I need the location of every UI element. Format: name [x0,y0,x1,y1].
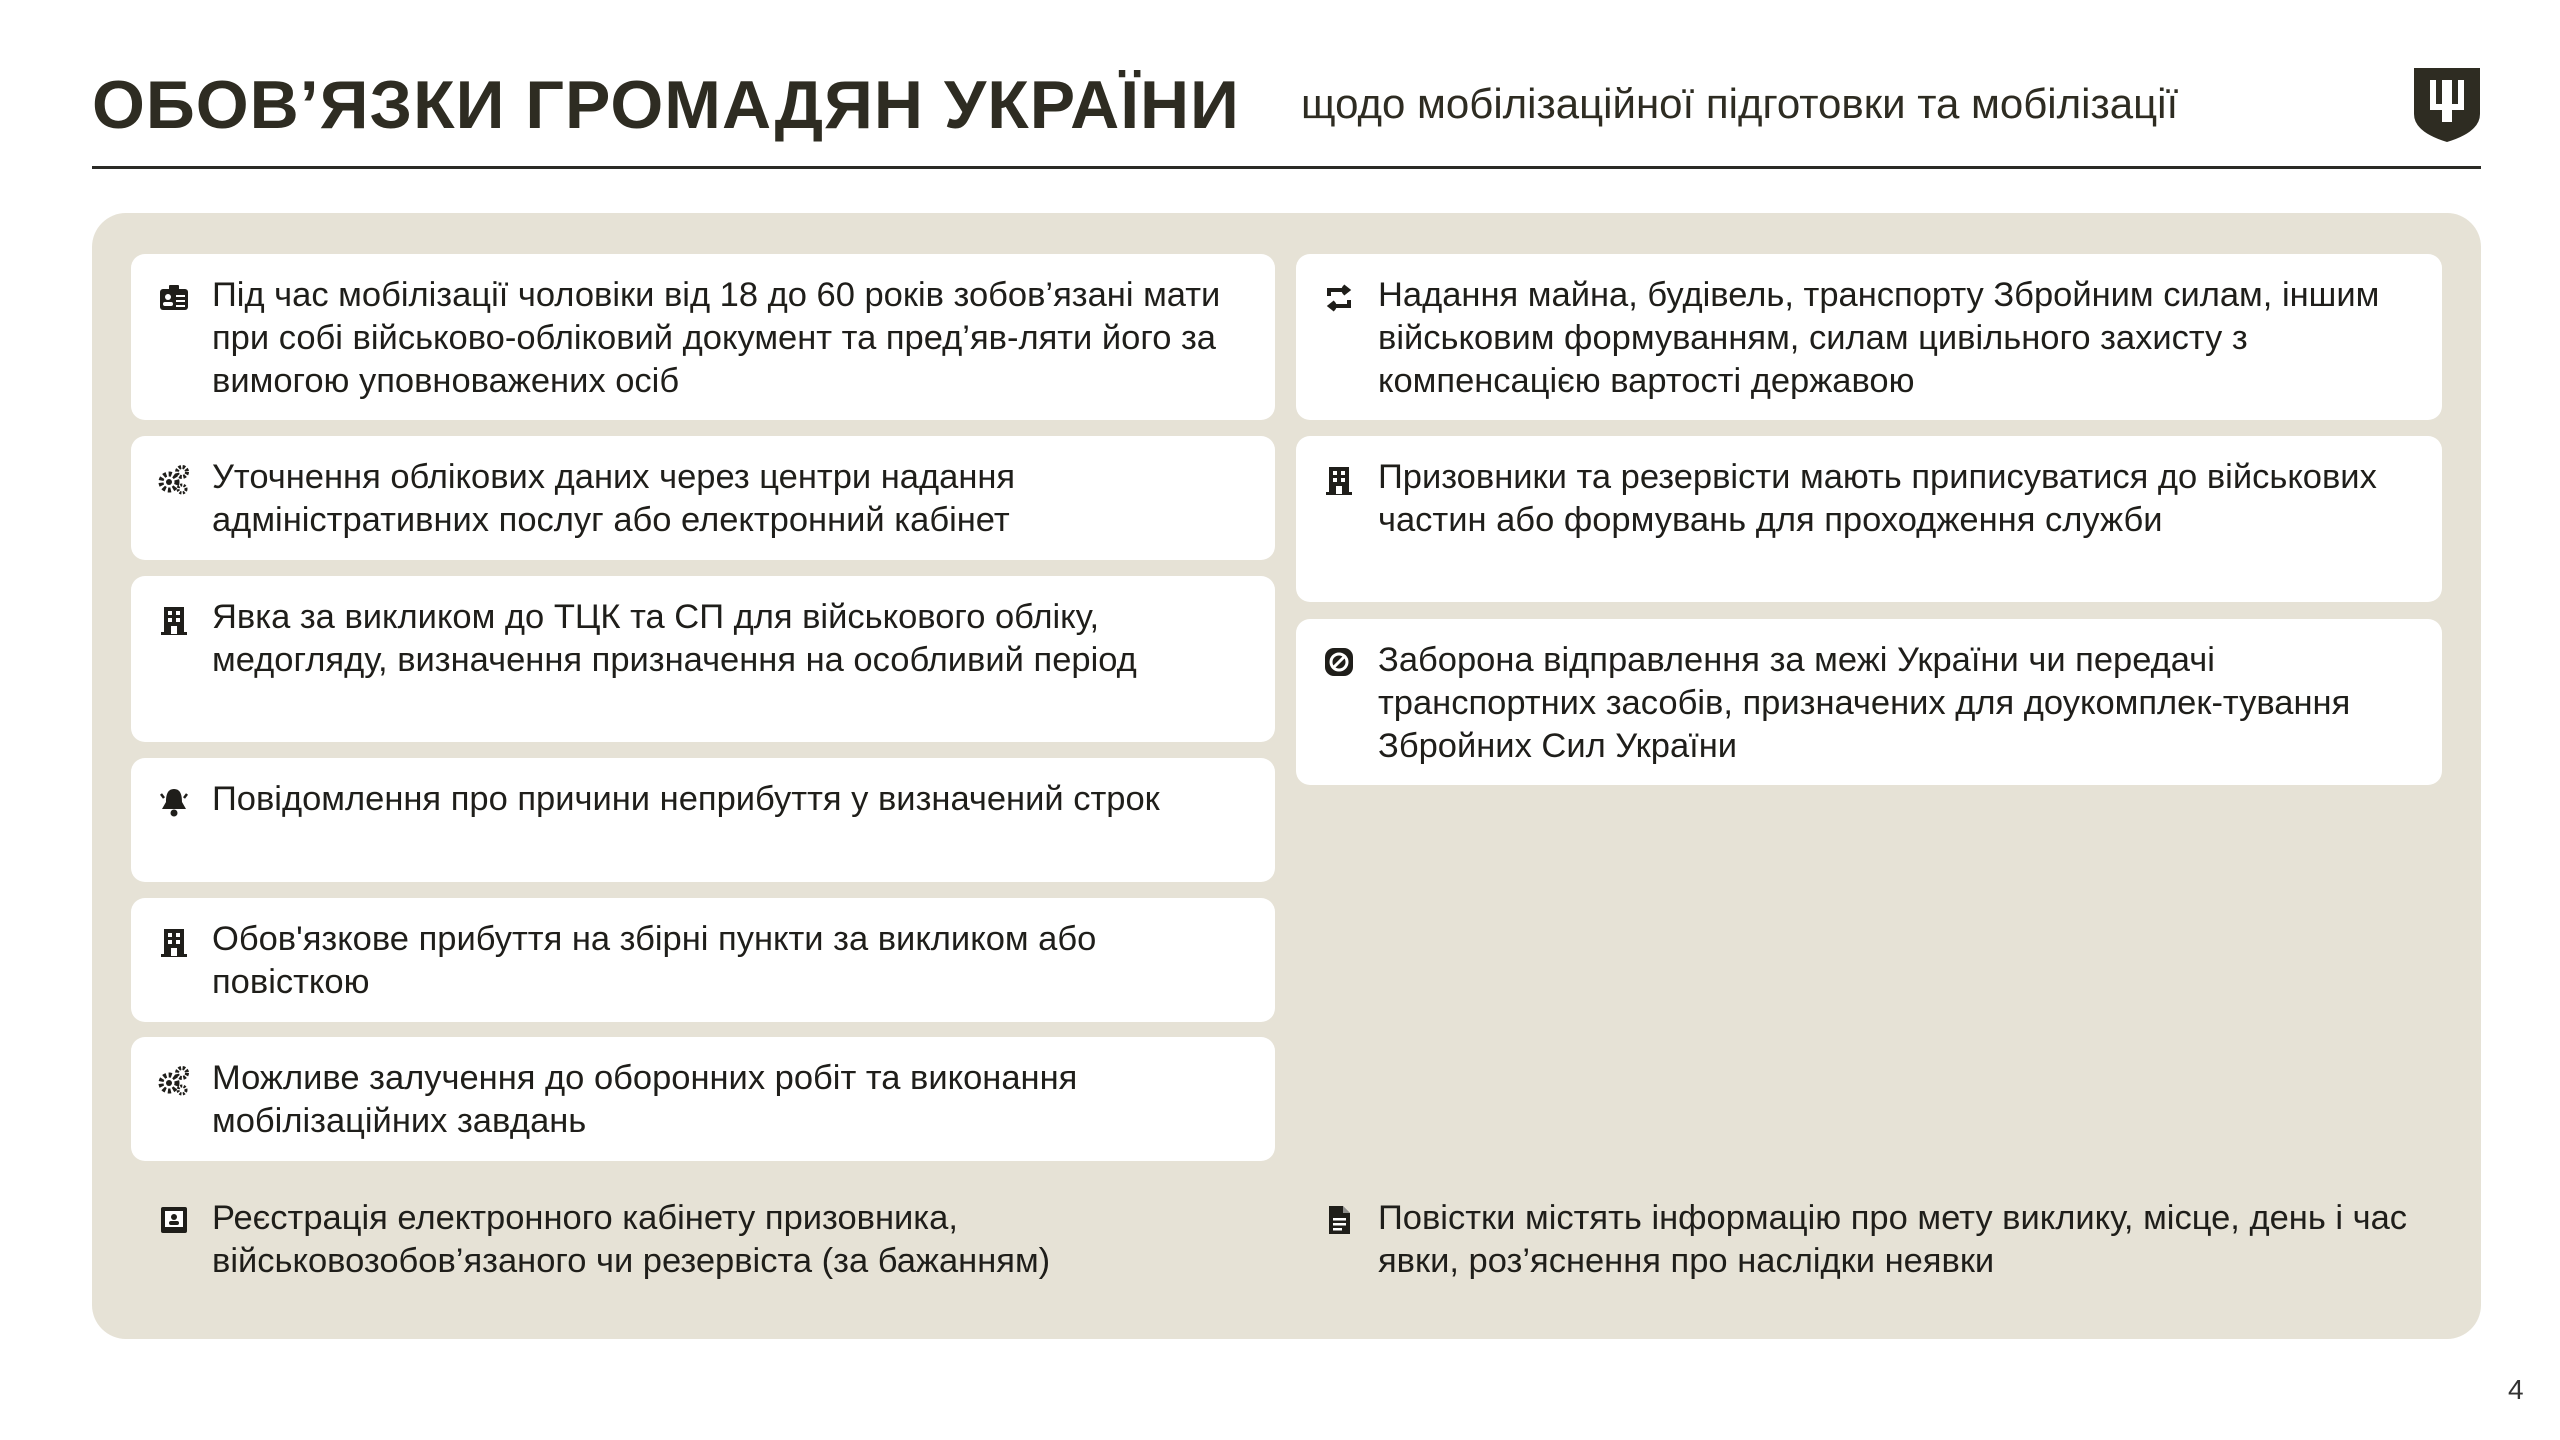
duty-text: Уточнення облікових даних через центри н… [212,458,1016,539]
duty-card [131,1037,1275,1161]
duty-text: Надання майна, будівель, транспорту Збро… [1378,276,2380,400]
duty-text: Реєстрація електронного кабінету призовн… [212,1199,1051,1280]
page-number: 4 [2508,1374,2524,1405]
duty-text: Заборона відправлення за межі України чи… [1378,641,2351,765]
ban-icon [1325,648,1353,676]
header-divider [92,166,2481,169]
duty-text: Можливе залучення до оборонних робіт та … [212,1059,1078,1140]
gears-icon [158,465,189,495]
duty-card [1296,436,2442,602]
duty-card [131,758,1275,882]
duty-card [1296,619,2442,785]
duty-text: Явка за викликом до ТЦК та СП для військ… [212,598,1137,679]
bell-icon [160,789,188,817]
duty-card [131,436,1275,560]
duty-text: Призовники та резервісти мають приписува… [1378,458,2377,539]
building-icon [1326,467,1352,495]
gears-icon [158,1066,189,1096]
duty-text: Обов'язкове прибуття на збірні пункти за… [212,920,1097,1001]
exchange-arrows-icon [1326,284,1352,312]
duty-card [131,576,1275,742]
id-card-icon [160,285,188,310]
duty-card [1296,254,2442,420]
registration-icon [161,1207,187,1233]
building-icon [161,607,187,635]
duty-text: Повідомлення про причини неприбуття у ви… [212,780,1160,818]
duty-card [131,898,1275,1022]
duty-card [131,254,1275,420]
document-icon [1329,1206,1350,1234]
duty-text: Під час мобілізації чоловіки від 18 до 6… [212,276,1221,400]
page-title: ОБОВ’ЯЗКИ ГРОМАДЯН УКРАЇНИ [92,67,1240,143]
trident-shield-icon [2414,68,2480,142]
building-icon [161,929,187,957]
duty-text: Повістки містять інформацію про мету вик… [1378,1199,2408,1280]
page-subtitle: щодо мобілізаційної підготовки та мобілі… [1301,80,2179,127]
